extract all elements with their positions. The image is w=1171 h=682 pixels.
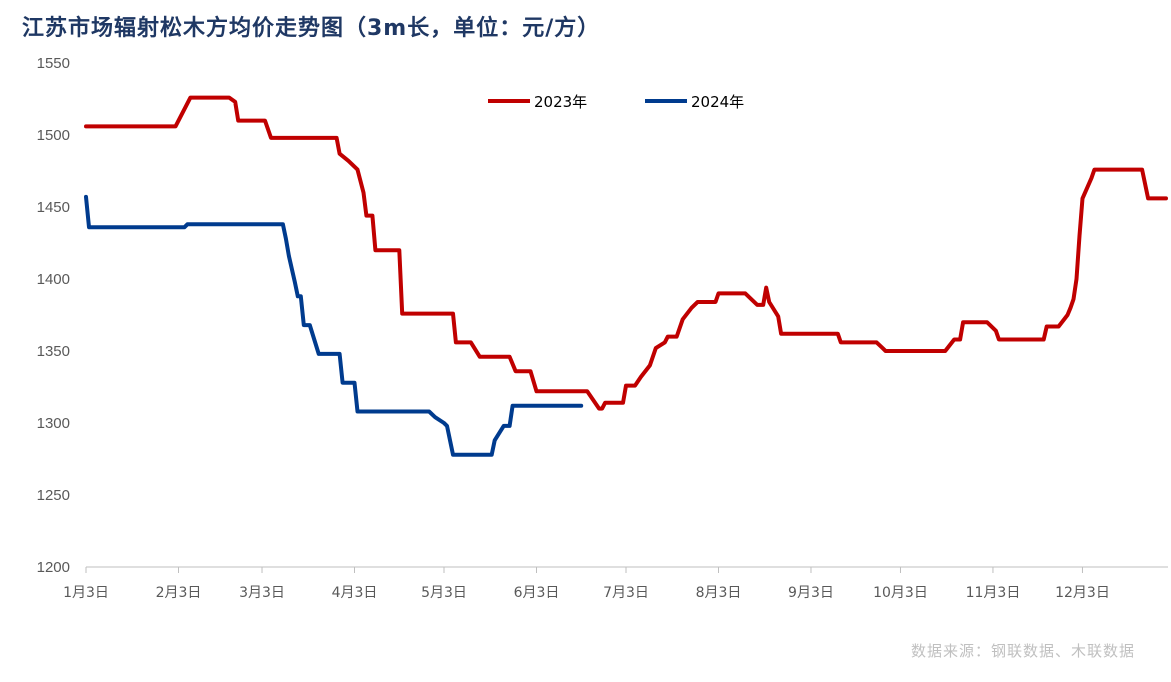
- y-tick-label: 1200: [37, 559, 70, 576]
- y-tick-label: 1500: [37, 127, 70, 144]
- y-tick-label: 1450: [37, 199, 70, 216]
- y-tick-label: 1400: [37, 271, 70, 288]
- y-tick-label: 1250: [37, 487, 70, 504]
- x-tick-label: 12月3日: [1055, 585, 1110, 601]
- y-tick-label: 1550: [37, 55, 70, 72]
- x-tick-label: 10月3日: [873, 585, 928, 601]
- x-tick-label: 8月3日: [696, 585, 742, 601]
- source-note: 数据来源：钢联数据、木联数据: [910, 642, 1135, 660]
- x-tick-label: 1月3日: [63, 585, 109, 601]
- legend-label: 2024年: [691, 93, 744, 111]
- chart-title: 江苏市场辐射松木方均价走势图（3m长，单位：元/方）: [22, 16, 601, 41]
- series-line-2023: [84, 95, 1168, 411]
- x-tick-label: 4月3日: [332, 585, 378, 601]
- y-tick-label: 1350: [37, 343, 70, 360]
- y-axis: 1200 1250 1300 1350 1400 1450 1500 1550: [37, 55, 70, 576]
- x-tick-label: 6月3日: [514, 585, 560, 601]
- legend: 2023年 2024年: [488, 93, 744, 111]
- x-tick-label: 5月3日: [421, 585, 467, 601]
- x-tick-label: 2月3日: [156, 585, 202, 601]
- legend-label: 2023年: [534, 93, 587, 111]
- series-line-2024: [84, 194, 584, 457]
- x-axis: 1月3日 2月3日 3月3日 4月3日 5月3日 6月3日 7月3日 8月3日 9月3日 10月3…: [63, 566, 1168, 601]
- y-tick-label: 1300: [37, 415, 70, 432]
- series-lines: [84, 95, 1168, 457]
- x-tick-label: 7月3日: [603, 585, 649, 601]
- x-tick-label: 11月3日: [966, 585, 1021, 601]
- x-tick-label: 3月3日: [239, 585, 285, 601]
- x-tick-label: 9月3日: [788, 585, 834, 601]
